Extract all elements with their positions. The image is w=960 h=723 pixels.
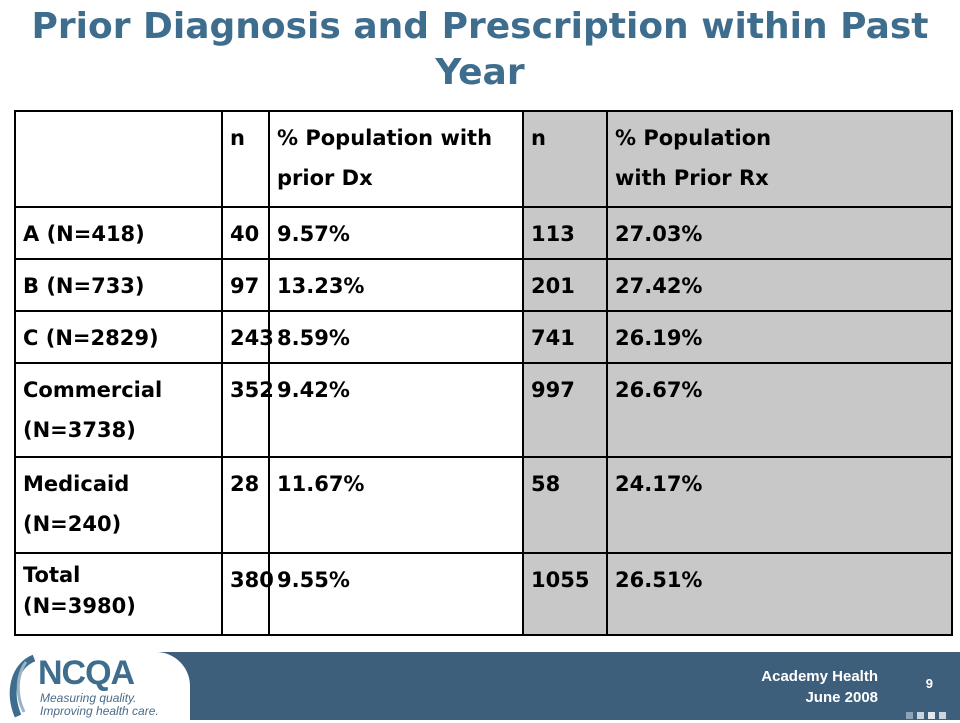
footer-caption: Academy Health June 2008 xyxy=(761,666,878,708)
cell-n-rx: 201 xyxy=(522,258,608,312)
cell-pct-rx: 27.42% xyxy=(606,258,953,312)
cell-pct-dx: 9.57% xyxy=(268,206,524,260)
logo-wordmark: NCQA xyxy=(38,654,135,692)
dot-icon xyxy=(906,712,913,719)
header-pct-dx: % Population with prior Dx xyxy=(268,110,524,208)
cell-n-dx: 40 xyxy=(221,206,270,260)
table-header-row: n % Population with prior Dx n % Populat… xyxy=(14,110,953,208)
table-row: B (N=733) 97 13.23% 201 27.42% xyxy=(14,258,953,312)
header-n-dx: n xyxy=(221,110,270,208)
row-label-line2: (N=240) xyxy=(23,512,122,536)
cell-pct-rx: 26.19% xyxy=(606,310,953,364)
cell-n-dx: 243 xyxy=(221,310,274,364)
row-label-line2: (N=3980) xyxy=(23,594,136,618)
dot-icon xyxy=(939,712,946,719)
header-pct-rx: % Population with Prior Rx xyxy=(606,110,953,208)
decorative-dots xyxy=(902,704,946,723)
row-label-line1: Total xyxy=(23,563,81,587)
footer-band: NCQA Measuring quality. Improving health… xyxy=(0,652,960,720)
data-table: n % Population with prior Dx n % Populat… xyxy=(14,110,953,636)
row-label: C (N=2829) xyxy=(14,310,223,364)
page-number: 9 xyxy=(925,676,933,691)
row-label-line1: Medicaid xyxy=(23,472,130,496)
footer-line2: June 2008 xyxy=(805,689,878,706)
table-row: Commercial (N=3738) 352 9.42% 997 26.67% xyxy=(14,362,953,458)
ncqa-logo: NCQA Measuring quality. Improving health… xyxy=(0,652,190,720)
dot-icon xyxy=(928,712,935,719)
row-label: Total (N=3980) xyxy=(14,552,223,636)
cell-n-rx: 997 xyxy=(522,362,608,458)
table-row: Medicaid (N=240) 28 11.67% 58 24.17% xyxy=(14,456,953,554)
cell-pct-dx: 11.67% xyxy=(268,456,524,554)
cell-pct-dx: 9.42% xyxy=(268,362,524,458)
cell-pct-dx: 8.59% xyxy=(268,310,524,364)
cell-n-rx: 58 xyxy=(522,456,608,554)
cell-pct-rx: 26.51% xyxy=(606,552,953,636)
header-n-rx: n xyxy=(522,110,608,208)
cell-pct-dx: 13.23% xyxy=(268,258,524,312)
cell-n-dx: 380 xyxy=(221,552,274,636)
cell-pct-dx: 9.55% xyxy=(268,552,524,636)
cell-pct-rx: 26.67% xyxy=(606,362,953,458)
row-label: Commercial (N=3738) xyxy=(14,362,223,458)
logo-swoosh-icon xyxy=(9,654,36,718)
row-label-line1: Commercial xyxy=(23,378,163,402)
header-pct-rx-line2: with Prior Rx xyxy=(615,166,769,190)
slide-title: Prior Diagnosis and Prescription within … xyxy=(31,6,929,93)
cell-n-rx: 741 xyxy=(522,310,608,364)
table-row: Total (N=3980) 380 9.55% 1055 26.51% xyxy=(14,552,953,636)
cell-n-dx: 97 xyxy=(221,258,270,312)
footer-line1: Academy Health xyxy=(761,668,878,685)
cell-n-rx: 1055 xyxy=(522,552,608,636)
cell-pct-rx: 27.03% xyxy=(606,206,953,260)
row-label: A (N=418) xyxy=(14,206,223,260)
logo-tagline-line1: Measuring quality. xyxy=(40,691,137,705)
cell-n-dx: 352 xyxy=(221,362,274,458)
header-empty-cell xyxy=(14,110,223,208)
table-row: C (N=2829) 243 8.59% 741 26.19% xyxy=(14,310,953,364)
header-pct-rx-line1: % Population xyxy=(615,126,772,150)
row-label: Medicaid (N=240) xyxy=(14,456,223,554)
logo-tagline-line2: Improving health care. xyxy=(40,704,159,718)
row-label-line2: (N=3738) xyxy=(23,418,136,442)
table-row: A (N=418) 40 9.57% 113 27.03% xyxy=(14,206,953,260)
cell-pct-rx: 24.17% xyxy=(606,456,953,554)
cell-n-rx: 113 xyxy=(522,206,608,260)
logo-tagline: Measuring quality. Improving health care… xyxy=(40,692,159,718)
cell-n-dx: 28 xyxy=(221,456,270,554)
dot-icon xyxy=(917,712,924,719)
row-label: B (N=733) xyxy=(14,258,223,312)
